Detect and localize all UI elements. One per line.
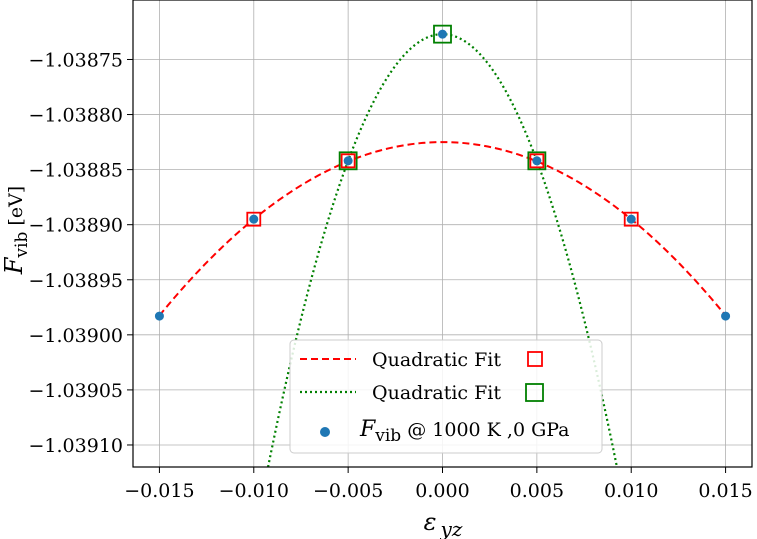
y-tick-label: −1.03890 bbox=[29, 215, 124, 237]
legend-point-label-sub: vib bbox=[374, 426, 401, 446]
y-tick-label: −1.03885 bbox=[29, 160, 124, 182]
red-fit-marker bbox=[246, 211, 262, 227]
y-axis-ticks: −1.03875 −1.03880 −1.03885 −1.03890 −1.03895… bbox=[29, 49, 133, 457]
data-points bbox=[154, 29, 731, 321]
data-point bbox=[721, 311, 731, 321]
x-axis-label-main: ε bbox=[424, 508, 437, 536]
data-point bbox=[626, 214, 636, 224]
green-fit-marker bbox=[338, 151, 358, 171]
x-tick-label: −0.010 bbox=[219, 480, 289, 502]
data-point bbox=[343, 156, 353, 166]
legend-red-marker bbox=[527, 351, 543, 367]
x-tick-label: −0.015 bbox=[124, 480, 194, 502]
legend-green-marker bbox=[525, 383, 544, 402]
legend-green-label: Quadratic Fit bbox=[372, 382, 501, 404]
legend-point-label-rest: @ 1000 K ,0 GPa bbox=[401, 419, 569, 441]
x-axis-label-sub: yz bbox=[440, 517, 463, 539]
green-fit-marker bbox=[433, 24, 452, 44]
green-fit-curve bbox=[266, 33, 619, 468]
legend-box bbox=[289, 339, 603, 454]
y-tick-label: −1.03905 bbox=[29, 380, 124, 402]
y-tick-label: −1.03895 bbox=[29, 270, 124, 292]
y-tick-label: −1.03900 bbox=[29, 325, 124, 347]
green-fit-marker bbox=[527, 151, 547, 171]
y-axis-label-unit: [eV] bbox=[5, 186, 27, 232]
red-fit-marker bbox=[623, 211, 639, 227]
legend-point-label-main: F bbox=[359, 417, 376, 442]
red-fit-marker bbox=[529, 153, 545, 169]
y-tick-label: −1.03880 bbox=[29, 105, 124, 127]
data-point bbox=[154, 311, 164, 321]
legend-point-marker bbox=[320, 427, 330, 437]
y-tick-label: −1.03910 bbox=[29, 435, 124, 457]
data-point bbox=[532, 156, 542, 166]
x-axis-label: ε yz bbox=[424, 508, 463, 539]
x-tick-label: 0.000 bbox=[415, 480, 469, 502]
x-axis-ticks: −0.015 −0.010 −0.005 0.000 0.005 0.010 0.015 bbox=[124, 467, 753, 502]
fit-markers bbox=[246, 24, 639, 227]
legend-point-label: Fvib @ 1000 K ,0 GPa bbox=[359, 417, 570, 446]
x-tick-label: 0.010 bbox=[604, 480, 658, 502]
x-tick-label: 0.015 bbox=[698, 480, 752, 502]
y-axis-label: Fvib [eV] bbox=[0, 186, 32, 275]
x-tick-label: −0.005 bbox=[313, 480, 383, 502]
legend: Quadratic Fit Quadratic Fit Fvib @ 1000 … bbox=[289, 339, 603, 454]
data-point bbox=[438, 29, 447, 39]
red-fit-marker bbox=[340, 153, 356, 169]
x-tick-label: 0.005 bbox=[510, 480, 564, 502]
y-axis-label-main: F bbox=[0, 256, 28, 275]
data-point bbox=[249, 214, 259, 224]
y-tick-label: −1.03875 bbox=[29, 49, 124, 71]
legend-red-label: Quadratic Fit bbox=[372, 349, 501, 371]
y-axis-label-sub: vib bbox=[12, 232, 32, 259]
